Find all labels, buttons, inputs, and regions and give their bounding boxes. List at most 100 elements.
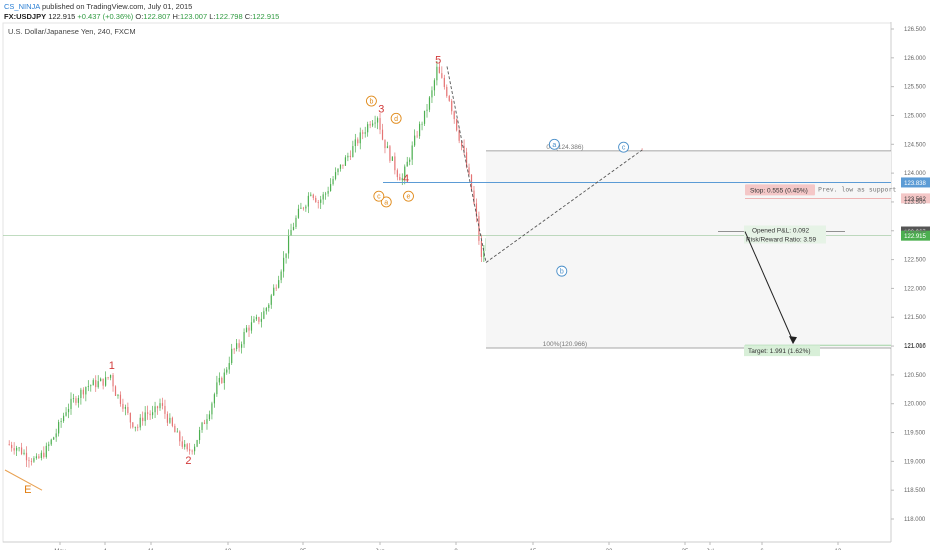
candle (196, 439, 198, 448)
candle (283, 251, 285, 278)
candle-body (154, 406, 156, 413)
candle (124, 404, 126, 416)
candle (132, 421, 134, 429)
candle-body (265, 308, 267, 312)
candle (315, 195, 317, 203)
candle (329, 178, 332, 192)
candle-body (416, 135, 418, 137)
author-link[interactable]: CS_NINJA (4, 2, 40, 11)
candle (38, 454, 40, 460)
candle (250, 315, 253, 334)
candle-body (48, 444, 50, 446)
circled-wave-label: a (548, 138, 560, 150)
candle-body (117, 394, 119, 396)
price-tick-label: 120.000 (904, 402, 926, 408)
price-tick-label: 126.500 (904, 27, 926, 33)
wave-circle-text: a (384, 199, 388, 206)
high-value: 123.007 (180, 12, 208, 21)
candle (184, 440, 186, 450)
candle-body (60, 421, 62, 423)
candle-body (255, 317, 258, 320)
candle-body (33, 458, 35, 462)
close-value: 122.915 (252, 12, 280, 21)
candle (404, 164, 406, 185)
candle (443, 74, 445, 90)
candle (312, 193, 314, 201)
open-label: O: (135, 12, 144, 21)
candle-body (463, 146, 465, 153)
candle (273, 284, 275, 297)
candle (72, 393, 75, 403)
candle-body (389, 146, 391, 161)
candle (238, 339, 240, 352)
candle-body (191, 450, 193, 452)
candle-body (97, 381, 99, 388)
candle-body (85, 387, 87, 395)
candle-body (443, 77, 445, 87)
candle (255, 314, 258, 321)
candle (352, 140, 354, 158)
candle (151, 405, 154, 419)
candle (391, 156, 393, 161)
candle (55, 428, 57, 442)
candle (468, 163, 470, 177)
candle-body (362, 132, 364, 134)
wave-circle (380, 196, 392, 208)
candle-body (119, 394, 122, 404)
candle-body (421, 123, 423, 125)
projection-arrowhead (789, 336, 797, 345)
wave-e-line (4, 469, 43, 491)
candle (285, 253, 287, 264)
candle-body (423, 110, 426, 124)
candle (8, 440, 10, 446)
candle (389, 144, 391, 163)
candle-body (149, 413, 151, 416)
wave-circle-text: c (377, 194, 381, 201)
candle-body (18, 447, 20, 449)
candle-body (30, 460, 33, 462)
symbol-name: FX:USDJPY (4, 12, 47, 21)
candle-body (45, 445, 47, 458)
candle-body (290, 230, 292, 236)
wave-label: E (24, 484, 31, 496)
candle-body (278, 280, 280, 288)
candle-body (401, 178, 403, 181)
wave-label: 4 (403, 173, 409, 185)
candle (458, 126, 460, 144)
candle-body (475, 203, 478, 217)
candle-body (231, 348, 233, 364)
candle (189, 443, 191, 455)
candle-body (102, 378, 104, 386)
candle (82, 387, 84, 399)
wave-label: 3 (378, 104, 384, 116)
candle (40, 450, 42, 461)
candle-body (250, 322, 253, 331)
price-tick-label: 125.000 (904, 113, 926, 119)
price-chart[interactable]: U.S. Dollar/Japanese Yen, 240, FXCM 0%(1… (0, 22, 932, 550)
candle-body (260, 318, 262, 322)
support-axis-label: 123.838 (901, 177, 930, 188)
candle-body (391, 156, 393, 161)
candle (349, 150, 351, 160)
candle (95, 375, 97, 392)
wave-label: 5 (435, 55, 441, 67)
candle (374, 115, 376, 128)
candle (394, 152, 396, 175)
dashed-wave-line (446, 66, 487, 263)
candle-body (453, 111, 455, 120)
candle (198, 426, 201, 444)
candle-body (92, 380, 94, 386)
fib-level-label: 0%(124.386) (546, 144, 583, 151)
candle (127, 402, 129, 415)
candle (100, 377, 102, 382)
candle (295, 215, 297, 230)
candle (428, 95, 431, 113)
candle-body (465, 152, 468, 168)
candle (174, 423, 176, 433)
candle (169, 413, 171, 424)
candle-body (179, 431, 181, 442)
candle (342, 164, 344, 169)
candle-body (171, 417, 173, 426)
candle (97, 375, 99, 389)
candle (186, 442, 188, 452)
